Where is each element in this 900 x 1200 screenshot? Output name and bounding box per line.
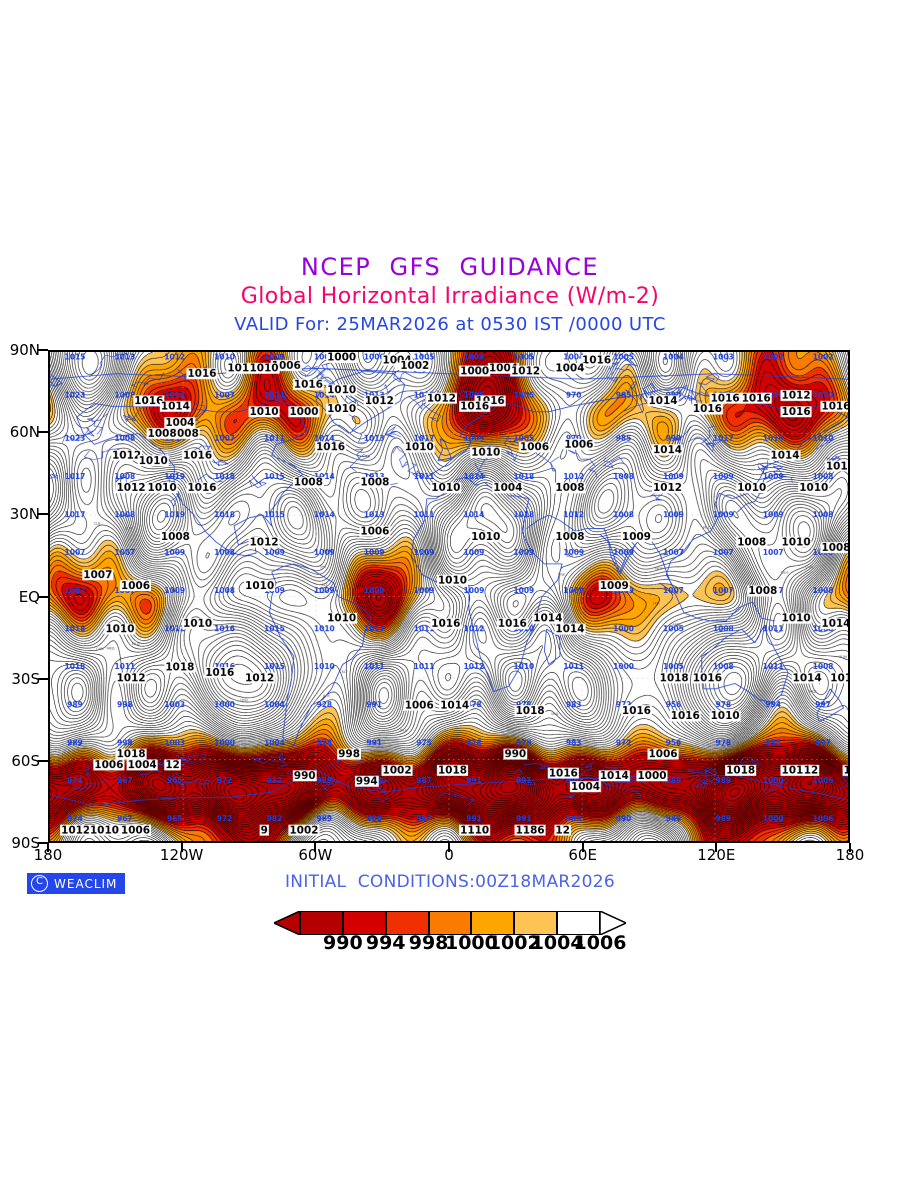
y-axis-tick: [38, 595, 48, 598]
colorbar-tick-label: 1004: [530, 932, 584, 954]
weaclim-label: WEACLIM: [54, 876, 118, 891]
colorbar-segment: [385, 911, 429, 935]
y-axis-label: 60N: [9, 423, 40, 442]
y-axis-tick: [38, 431, 48, 434]
x-axis-tick: [47, 843, 49, 852]
x-axis-label: 0: [444, 846, 454, 864]
colorbar-tick-label: 1006: [573, 932, 627, 954]
valid-time-label: VALID For: 25MAR2026 at 0530 IST /0000 U…: [234, 314, 666, 335]
y-axis-label: EQ: [18, 587, 40, 606]
x-axis-label: 180: [835, 846, 865, 864]
colorbar-tick-label: 994: [365, 932, 406, 954]
y-axis-tick: [38, 349, 48, 351]
x-axis-label: 180: [33, 846, 63, 864]
y-axis-label: 60S: [11, 751, 40, 770]
colorbar-tick-label: 990: [323, 932, 363, 954]
y-axis-tick: [38, 759, 48, 762]
colorbar-right-cap: [599, 909, 628, 937]
colorbar[interactable]: [272, 909, 628, 937]
colorbar-tick-label: 1002: [487, 932, 541, 954]
colorbar-segment: [514, 911, 558, 935]
title-block: NCEP GFS GUIDANCE Global Horizontal Irra…: [0, 252, 900, 338]
x-axis-tick: [849, 843, 851, 852]
x-axis-tick: [448, 843, 450, 852]
x-axis-tick: [180, 843, 183, 852]
copyright-icon: C: [31, 875, 48, 892]
colorbar-labels: 990 994 998 1000 1002 1004 1006: [300, 932, 626, 954]
map-canvas: [50, 352, 848, 841]
page-title: NCEP GFS GUIDANCE: [300, 253, 600, 281]
colorbar-tick-label: 1000: [444, 932, 498, 954]
colorbar-segment: [428, 911, 472, 935]
global-contour-map[interactable]: [48, 350, 850, 843]
colorbar-left-cap: [272, 909, 301, 937]
initial-conditions-label: INITIAL CONDITIONS:00Z18MAR2026: [284, 872, 616, 892]
weaclim-logo[interactable]: C WEACLIM: [27, 873, 126, 894]
y-axis-label: 90N: [9, 341, 40, 359]
colorbar-segment: [300, 911, 343, 935]
colorbar-segment: [342, 911, 386, 935]
y-axis-label: 90S: [11, 834, 40, 852]
x-axis-label: 60W: [298, 846, 333, 864]
x-axis-tick: [314, 843, 317, 852]
x-axis-label: 120W: [159, 846, 204, 864]
x-axis-tick: [715, 843, 718, 852]
y-axis-label: 30N: [9, 505, 40, 524]
page-subtitle: Global Horizontal Irradiance (W/m-2): [240, 284, 660, 309]
x-axis-label: 60E: [568, 846, 597, 864]
colorbar-tick-label: 998: [408, 932, 449, 954]
y-axis-tick: [38, 842, 48, 844]
x-axis-label: 120E: [697, 846, 736, 864]
y-axis-tick: [38, 513, 48, 516]
x-axis-tick: [581, 843, 584, 852]
y-axis-label: 30S: [11, 669, 40, 688]
y-axis-tick: [38, 677, 48, 680]
colorbar-segment: [471, 911, 515, 935]
